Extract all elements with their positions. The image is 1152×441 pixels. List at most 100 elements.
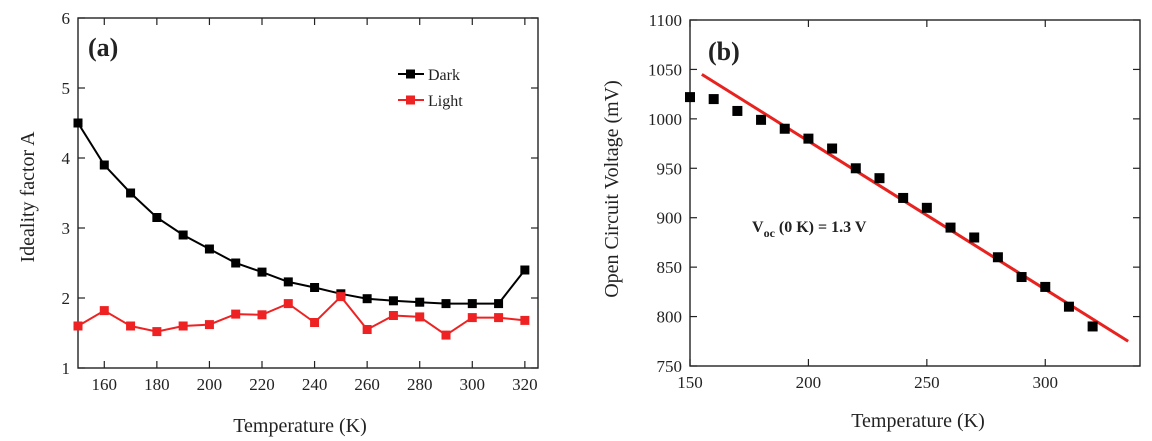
data-point-dark [99, 160, 109, 170]
x-tick-label: 180 [144, 375, 170, 394]
chart-a: Ideality factor A Temperature (K) (a) 16… [17, 9, 539, 437]
data-point-light [178, 321, 188, 331]
data-point-series-0 [803, 133, 814, 144]
legend-label-light: Light [428, 93, 463, 110]
chart-a-ticks: 160 180 200 220 240 260 280 300 320 1 2 3 4 5 6 [62, 9, 538, 394]
x-tick-label: 160 [92, 375, 118, 394]
y-tick-label: 2 [62, 289, 71, 308]
data-point-light [152, 327, 162, 337]
y-tick-label: 850 [657, 258, 683, 277]
y-tick-label: 900 [657, 209, 683, 228]
data-point-series-0 [1063, 301, 1074, 312]
chart-b-panel-label: (b) [708, 37, 740, 66]
series-line-light [77, 295, 525, 337]
data-point-series-0 [874, 173, 885, 184]
data-point-dark [178, 230, 188, 240]
data-point-series-0 [1087, 321, 1098, 332]
data-point-light [336, 292, 346, 302]
x-tick-label: 240 [302, 375, 328, 394]
chart-b-annotation: Voc (0 K) = 1.3 V [752, 219, 867, 240]
data-point-light [126, 321, 136, 331]
annotation-sub: oc [764, 226, 776, 240]
chart-a-legend: Dark Light [398, 67, 463, 110]
x-tick-label: 200 [197, 375, 223, 394]
data-point-series-0 [708, 94, 719, 105]
x-tick-label: 280 [407, 375, 433, 394]
y-tick-label: 1000 [648, 110, 682, 129]
data-point-dark [362, 294, 372, 304]
data-point-light [415, 312, 425, 322]
data-point-dark [388, 296, 398, 306]
x-tick-label: 220 [249, 375, 275, 394]
data-point-light [283, 299, 293, 309]
data-point-series-0 [969, 232, 980, 243]
chart-b-frame [689, 19, 1141, 367]
data-point-dark [467, 299, 477, 309]
data-point-light [73, 321, 83, 331]
data-point-dark [415, 297, 425, 307]
chart-a-panel-label: (a) [88, 33, 118, 62]
series-line-dark [77, 122, 526, 305]
chart-a-frame [77, 17, 539, 369]
y-tick-label: 950 [657, 159, 683, 178]
data-point-dark [152, 213, 162, 222]
data-point-series-0 [921, 202, 932, 213]
chart-b: Open Circuit Voltage (mV) Temperature (K… [601, 11, 1141, 432]
x-tick-label: 200 [796, 373, 822, 392]
y-tick-label: 4 [62, 149, 71, 168]
data-point-light [310, 318, 320, 327]
x-tick-label: 300 [460, 375, 486, 394]
y-tick-label: 5 [62, 79, 71, 98]
y-tick-label: 1 [62, 359, 71, 378]
data-point-light [204, 320, 214, 330]
annotation-v: V [752, 219, 764, 236]
data-point-dark [257, 267, 267, 277]
data-point-light [388, 311, 398, 320]
y-tick-label: 1050 [648, 60, 682, 79]
chart-b-axes [689, 19, 1141, 367]
data-point-dark [283, 277, 293, 287]
chart-a-series [73, 118, 530, 340]
data-point-series-0 [850, 163, 861, 174]
data-point-dark [204, 244, 214, 254]
data-point-light [362, 325, 372, 334]
data-point-dark [231, 258, 241, 268]
data-point-light [494, 313, 504, 323]
data-point-series-0 [992, 252, 1003, 263]
x-tick-label: 320 [512, 375, 538, 394]
x-tick-label: 250 [914, 373, 940, 392]
x-tick-label: 300 [1033, 373, 1059, 392]
data-point-dark [73, 118, 83, 128]
y-tick-label: 1100 [649, 11, 682, 30]
legend-marker-light [406, 95, 415, 105]
x-tick-label: 150 [677, 373, 703, 392]
data-point-dark [494, 299, 504, 309]
data-point-light [467, 313, 477, 323]
data-point-series-0 [1040, 281, 1051, 292]
data-point-series-0 [685, 92, 695, 103]
y-tick-label: 6 [62, 9, 71, 28]
y-tick-label: 3 [62, 219, 71, 238]
data-point-light [99, 306, 109, 316]
y-tick-label: 750 [657, 357, 683, 376]
annotation-rest: (0 K) = 1.3 V [775, 219, 867, 236]
chart-b-xlabel: Temperature (K) [851, 410, 985, 432]
data-point-light [441, 330, 451, 340]
chart-b-ticks: 150 200 250 300 750 800 850 900 950 1000 1050 1100 [648, 11, 1140, 392]
chart-b-ylabel: Open Circuit Voltage (mV) [601, 80, 623, 298]
data-point-light [257, 310, 267, 320]
data-point-series-0 [1016, 272, 1027, 283]
linear-fit-line [701, 73, 1129, 343]
data-point-light [231, 309, 241, 319]
data-point-series-0 [779, 123, 790, 134]
data-point-dark [310, 283, 320, 292]
y-tick-label: 800 [657, 308, 683, 327]
legend-marker-dark [406, 69, 415, 79]
chart-a-ylabel: Ideality factor A [17, 131, 39, 263]
x-tick-label: 260 [354, 375, 380, 394]
data-point-dark [520, 265, 530, 275]
data-point-series-0 [827, 143, 838, 154]
data-point-dark [126, 188, 136, 198]
chart-b-series [685, 73, 1129, 343]
